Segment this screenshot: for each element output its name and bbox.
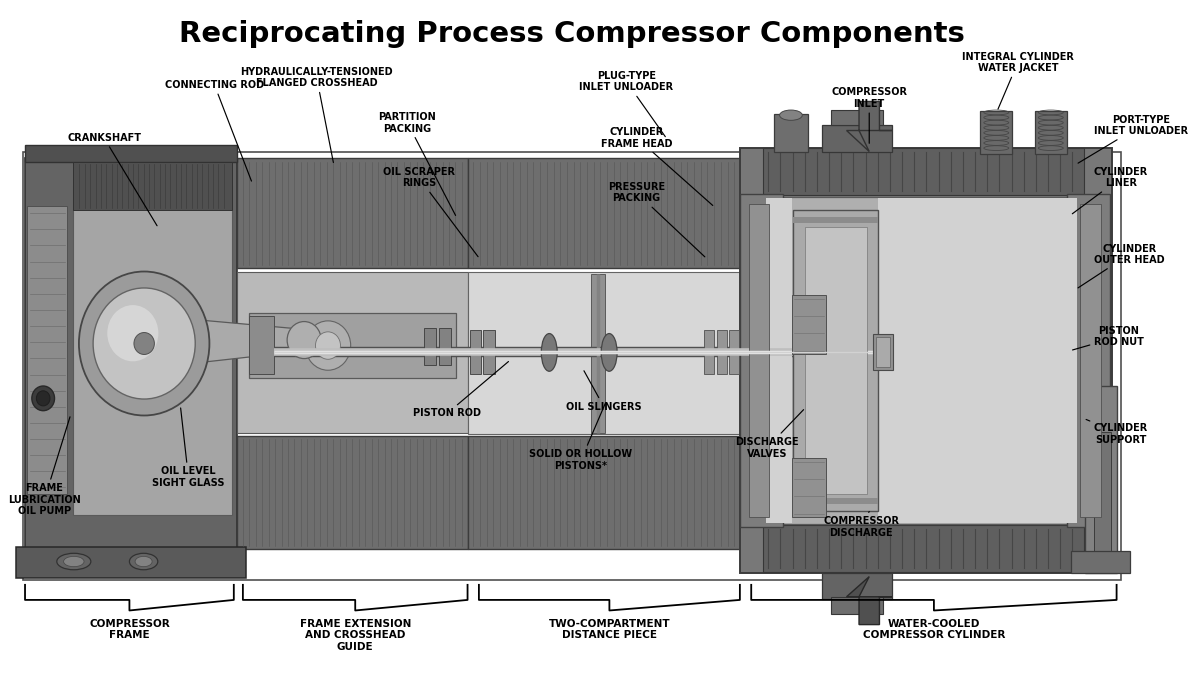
Bar <box>740 148 1112 573</box>
Bar <box>1035 111 1067 154</box>
Bar <box>25 159 237 549</box>
Bar <box>73 185 231 515</box>
Bar <box>762 525 1083 572</box>
Bar <box>704 330 713 374</box>
Bar <box>237 436 468 549</box>
Bar <box>1094 432 1111 551</box>
Text: CYLINDER
OUTER HEAD: CYLINDER OUTER HEAD <box>1078 244 1165 288</box>
Text: OIL SCRAPER
RINGS: OIL SCRAPER RINGS <box>383 167 478 257</box>
Bar <box>821 573 892 599</box>
Text: PORT-TYPE
INLET UNLOADER: PORT-TYPE INLET UNLOADER <box>1078 115 1189 163</box>
Text: PISTON
ROD NUT: PISTON ROD NUT <box>1073 326 1144 350</box>
Ellipse shape <box>129 553 158 570</box>
Ellipse shape <box>108 305 158 361</box>
Bar <box>1067 194 1110 527</box>
Bar <box>469 330 481 374</box>
Text: PISTON ROD: PISTON ROD <box>413 361 509 418</box>
Text: CONNECTING ROD: CONNECTING ROD <box>165 80 265 181</box>
Bar <box>468 271 740 434</box>
Ellipse shape <box>287 322 321 359</box>
Bar <box>762 148 1083 194</box>
Polygon shape <box>846 102 892 152</box>
Text: OIL SLINGERS: OIL SLINGERS <box>566 371 642 412</box>
Bar <box>25 145 237 162</box>
Ellipse shape <box>316 332 340 359</box>
Bar <box>484 330 494 374</box>
Text: CYLINDER
SUPPORT: CYLINDER SUPPORT <box>1086 420 1148 444</box>
Bar <box>249 313 456 378</box>
Text: HYDRAULICALLY-TENSIONED
FLANGED CROSSHEAD: HYDRAULICALLY-TENSIONED FLANGED CROSSHEA… <box>241 67 393 163</box>
Bar <box>766 198 792 523</box>
Bar <box>792 458 826 517</box>
Bar <box>794 217 879 223</box>
Text: FRAME
LUBRICATION
OIL PUMP: FRAME LUBRICATION OIL PUMP <box>8 417 80 517</box>
Bar <box>831 111 883 126</box>
Ellipse shape <box>63 556 84 567</box>
Bar <box>876 337 889 367</box>
Bar <box>28 206 67 495</box>
Bar <box>980 111 1013 154</box>
Bar <box>439 328 450 365</box>
Bar <box>794 499 879 504</box>
Bar <box>1084 386 1117 573</box>
Bar <box>237 271 468 433</box>
Ellipse shape <box>135 556 152 567</box>
Bar <box>1080 204 1101 517</box>
Bar <box>16 547 247 578</box>
Text: WATER-COOLED
COMPRESSOR CYLINDER: WATER-COOLED COMPRESSOR CYLINDER <box>863 619 1005 640</box>
Bar <box>23 152 1122 580</box>
Bar <box>591 273 604 433</box>
Text: COMPRESSOR
INLET: COMPRESSOR INLET <box>831 87 907 144</box>
Text: TWO-COMPARTMENT
DISTANCE PIECE: TWO-COMPARTMENT DISTANCE PIECE <box>548 619 670 640</box>
Text: COMPRESSOR
DISCHARGE: COMPRESSOR DISCHARGE <box>824 512 899 538</box>
Polygon shape <box>133 316 309 368</box>
Text: DISCHARGE
VALVES: DISCHARGE VALVES <box>735 409 803 458</box>
Text: CRANKSHAFT: CRANKSHAFT <box>67 133 157 226</box>
Polygon shape <box>846 576 892 624</box>
Bar <box>831 597 883 614</box>
Text: Reciprocating Process Compressor Components: Reciprocating Process Compressor Compone… <box>180 20 965 48</box>
Bar <box>425 328 436 365</box>
Text: SOLID OR HOLLOW
PISTONS*: SOLID OR HOLLOW PISTONS* <box>529 403 632 471</box>
Bar <box>774 114 808 152</box>
Bar <box>749 204 770 517</box>
Bar <box>717 330 728 374</box>
Bar <box>237 159 468 268</box>
Bar <box>792 295 826 354</box>
Text: CYLINDER
LINER: CYLINDER LINER <box>1073 167 1148 214</box>
Bar <box>794 210 879 512</box>
Text: COMPRESSOR
FRAME: COMPRESSOR FRAME <box>89 619 170 640</box>
Bar <box>879 198 1077 523</box>
Text: PRESSURE
PACKING: PRESSURE PACKING <box>608 182 705 257</box>
Bar <box>821 126 892 152</box>
Text: INTEGRAL CYLINDER
WATER JACKET: INTEGRAL CYLINDER WATER JACKET <box>962 52 1074 109</box>
Bar <box>765 197 1080 523</box>
Ellipse shape <box>32 386 55 411</box>
Bar <box>804 227 867 495</box>
Ellipse shape <box>305 321 351 370</box>
Ellipse shape <box>601 334 618 371</box>
Ellipse shape <box>779 110 802 120</box>
Bar <box>729 330 739 374</box>
Text: OIL LEVEL
SIGHT GLASS: OIL LEVEL SIGHT GLASS <box>152 408 225 488</box>
Ellipse shape <box>134 333 154 354</box>
Text: FRAME EXTENSION
AND CROSSHEAD
GUIDE: FRAME EXTENSION AND CROSSHEAD GUIDE <box>299 619 411 652</box>
Bar <box>873 334 893 370</box>
Ellipse shape <box>93 288 195 399</box>
Text: PLUG-TYPE
INLET UNLOADER: PLUG-TYPE INLET UNLOADER <box>579 71 674 137</box>
Text: PARTITION
PACKING: PARTITION PACKING <box>378 112 456 216</box>
Bar <box>73 162 231 210</box>
Ellipse shape <box>36 391 50 406</box>
Ellipse shape <box>56 553 91 570</box>
Ellipse shape <box>541 334 557 371</box>
Bar <box>740 194 783 527</box>
Bar <box>468 436 740 549</box>
Bar <box>468 159 740 268</box>
Bar <box>1071 551 1130 573</box>
Ellipse shape <box>79 271 209 416</box>
Bar <box>249 316 274 374</box>
Text: CYLINDER
FRAME HEAD: CYLINDER FRAME HEAD <box>601 127 712 205</box>
